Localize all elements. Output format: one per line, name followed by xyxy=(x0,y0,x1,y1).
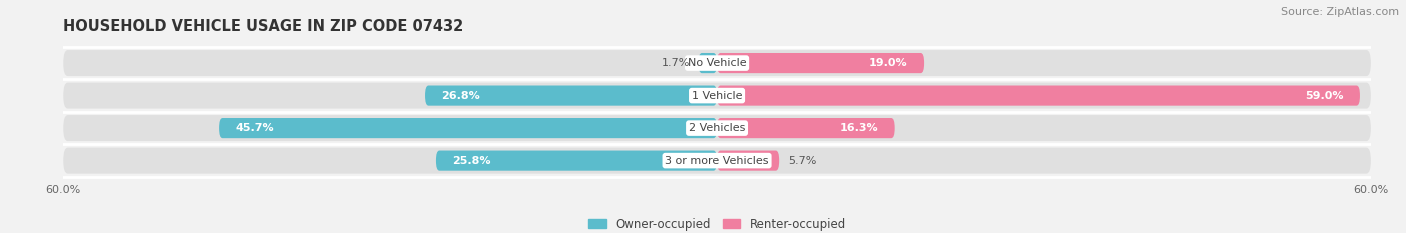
Text: 5.7%: 5.7% xyxy=(787,156,817,166)
Text: 16.3%: 16.3% xyxy=(839,123,879,133)
FancyBboxPatch shape xyxy=(717,118,894,138)
Text: 2 Vehicles: 2 Vehicles xyxy=(689,123,745,133)
Text: 1 Vehicle: 1 Vehicle xyxy=(692,91,742,101)
FancyBboxPatch shape xyxy=(699,53,717,73)
Legend: Owner-occupied, Renter-occupied: Owner-occupied, Renter-occupied xyxy=(583,213,851,233)
Text: No Vehicle: No Vehicle xyxy=(688,58,747,68)
FancyBboxPatch shape xyxy=(63,115,1371,141)
FancyBboxPatch shape xyxy=(717,151,779,171)
FancyBboxPatch shape xyxy=(63,50,1371,76)
FancyBboxPatch shape xyxy=(436,151,717,171)
Text: Source: ZipAtlas.com: Source: ZipAtlas.com xyxy=(1281,7,1399,17)
Text: 3 or more Vehicles: 3 or more Vehicles xyxy=(665,156,769,166)
FancyBboxPatch shape xyxy=(717,86,1360,106)
Text: 19.0%: 19.0% xyxy=(869,58,908,68)
FancyBboxPatch shape xyxy=(63,82,1371,109)
Text: 59.0%: 59.0% xyxy=(1305,91,1344,101)
FancyBboxPatch shape xyxy=(425,86,717,106)
FancyBboxPatch shape xyxy=(219,118,717,138)
Text: 25.8%: 25.8% xyxy=(453,156,491,166)
Text: HOUSEHOLD VEHICLE USAGE IN ZIP CODE 07432: HOUSEHOLD VEHICLE USAGE IN ZIP CODE 0743… xyxy=(63,19,464,34)
Text: 1.7%: 1.7% xyxy=(661,58,690,68)
Text: 45.7%: 45.7% xyxy=(235,123,274,133)
FancyBboxPatch shape xyxy=(717,53,924,73)
FancyBboxPatch shape xyxy=(63,147,1371,174)
Text: 26.8%: 26.8% xyxy=(441,91,479,101)
